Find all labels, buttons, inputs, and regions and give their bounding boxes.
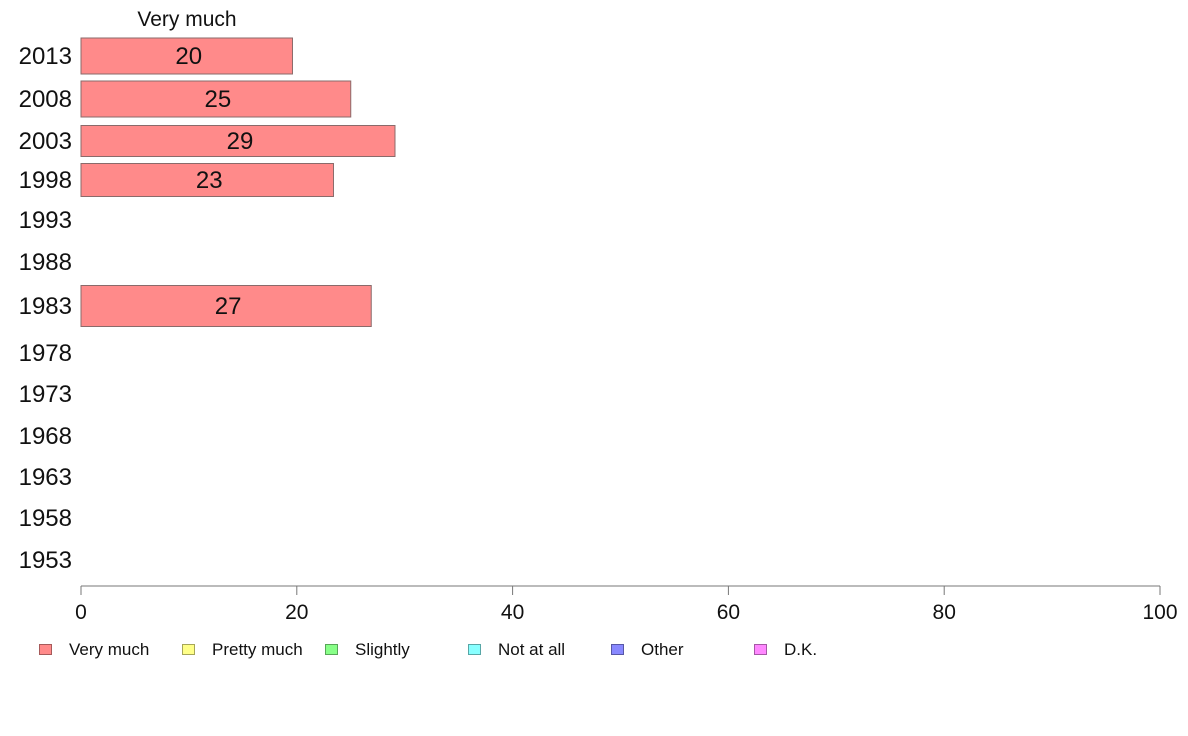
bar-value-label: 23 <box>196 167 223 194</box>
x-tick-label: 100 <box>1142 601 1177 624</box>
y-tick-label: 2003 <box>19 128 72 155</box>
legend-swatch <box>39 644 52 655</box>
y-tick-label: 1993 <box>19 207 72 234</box>
y-tick-label: 2013 <box>19 43 72 70</box>
legend-swatch <box>754 644 767 655</box>
y-tick-label: 1968 <box>19 423 72 450</box>
y-tick-label: 2008 <box>19 86 72 113</box>
bar <box>80 80 352 118</box>
bar <box>80 285 372 327</box>
legend-swatch <box>325 644 338 655</box>
y-tick-label: 1963 <box>19 464 72 491</box>
bar-value-label: 25 <box>205 86 232 113</box>
x-tick-label: 60 <box>717 601 740 624</box>
x-tick-label: 0 <box>75 601 87 624</box>
y-tick-label: 1953 <box>19 547 72 574</box>
y-tick-label: 1998 <box>19 167 72 194</box>
legend-swatch <box>468 644 481 655</box>
legend-label: D.K. <box>784 640 818 659</box>
y-tick-label: 1978 <box>19 340 72 367</box>
bar-value-label: 27 <box>215 293 242 320</box>
y-tick-label: 1958 <box>19 505 72 532</box>
x-tick-label: 20 <box>285 601 308 624</box>
bar-value-label: 20 <box>175 43 202 70</box>
x-axis: 0 20 40 60 80 100 <box>75 585 1178 624</box>
legend-swatch <box>611 644 624 655</box>
y-tick-label: 1973 <box>19 381 72 408</box>
legend-label: Pretty much <box>212 640 303 659</box>
bar <box>80 125 396 157</box>
legend-label: Slightly <box>355 640 410 659</box>
column-header: Very much <box>137 8 236 31</box>
y-tick-label: 1983 <box>19 293 72 320</box>
y-tick-label: 1988 <box>19 249 72 276</box>
legend-swatch <box>182 644 195 655</box>
x-tick-label: 40 <box>501 601 524 624</box>
legend-label: Not at all <box>498 640 566 659</box>
y-axis-labels: 2013 2008 2003 1998 1993 1988 1983 1978 1973 1968… <box>19 43 72 574</box>
bar <box>80 163 334 197</box>
legend-label: Very much <box>69 640 150 659</box>
bar <box>80 37 293 75</box>
x-tick-label: 80 <box>933 601 956 624</box>
bar-value-label: 29 <box>227 128 254 155</box>
legend-label: Other <box>641 640 684 659</box>
